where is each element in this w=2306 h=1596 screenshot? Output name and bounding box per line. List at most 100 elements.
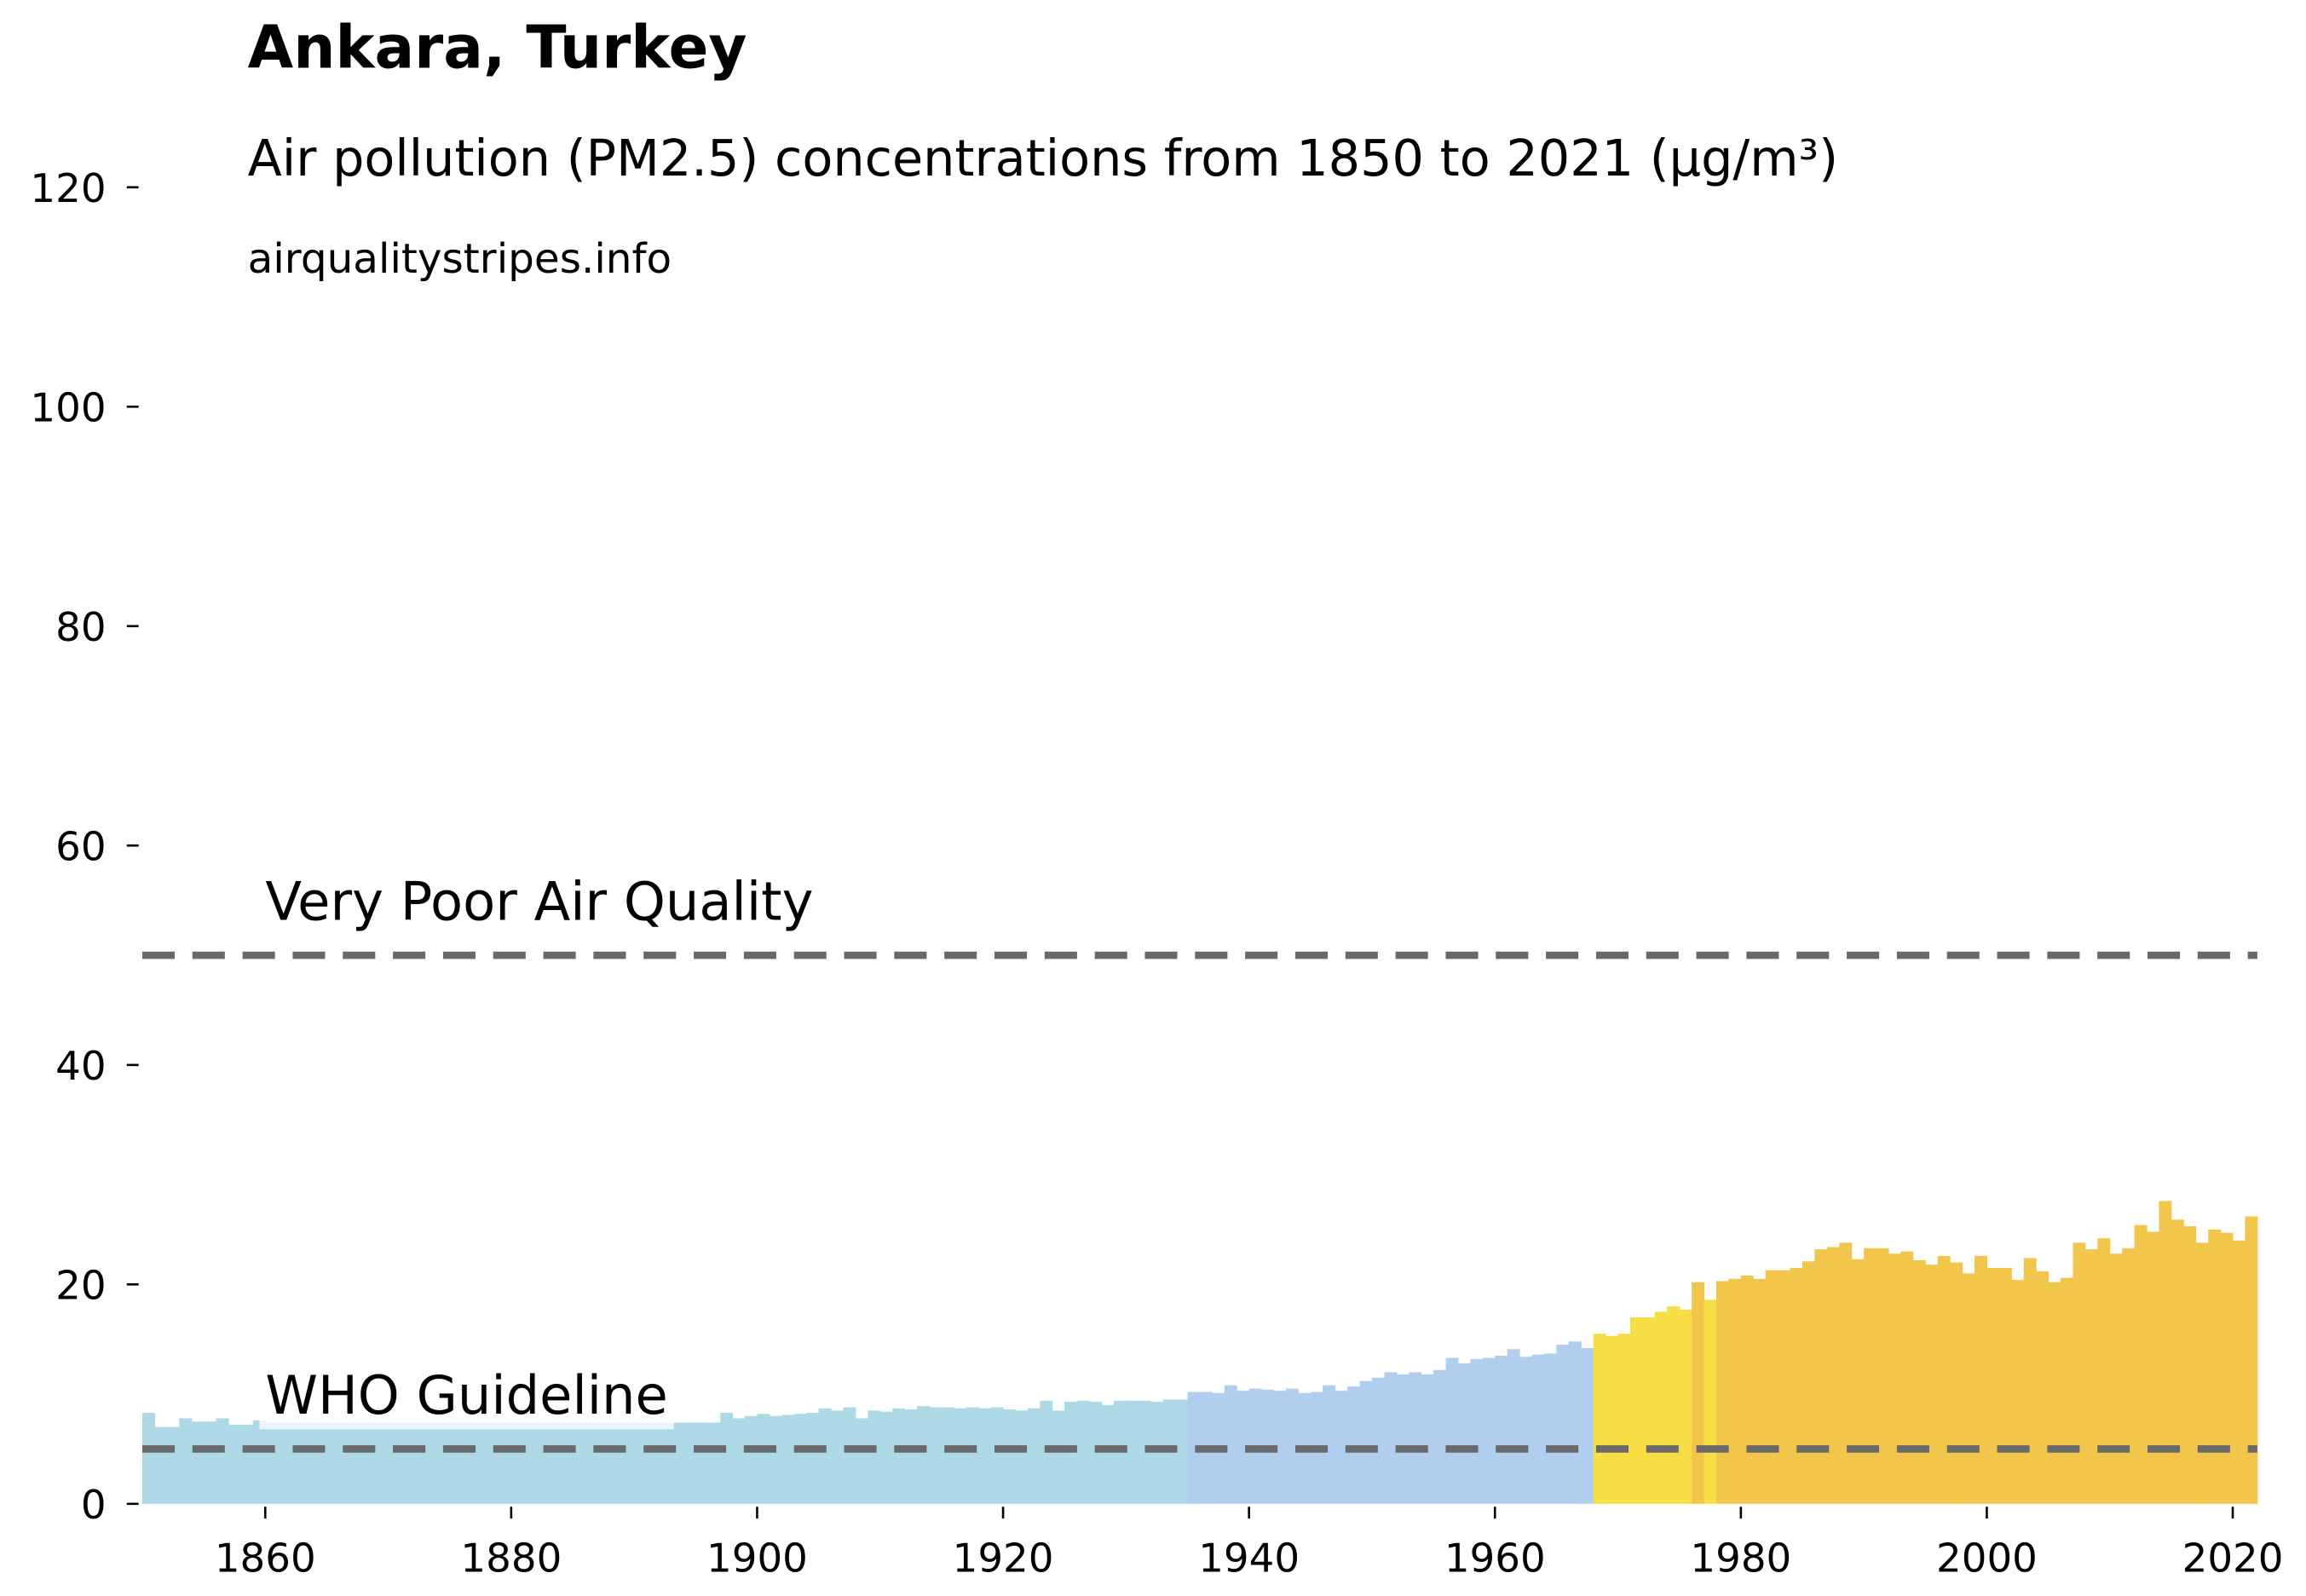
bar [1335,1391,1348,1504]
bar [2011,1280,2025,1504]
bar [1175,1399,1189,1504]
bar [621,1422,635,1504]
bar [781,1415,795,1504]
bar [363,1422,377,1504]
bar [302,1422,315,1504]
bar [1433,1369,1447,1504]
bar [2084,1249,2098,1504]
bar [757,1414,770,1504]
bar [929,1407,943,1504]
bar [166,1426,180,1504]
x-tick-label: 1920 [953,1536,1054,1582]
bar [2036,1270,2049,1504]
bar [314,1422,327,1504]
bar [1323,1385,1336,1504]
bar [1986,1268,2000,1504]
bar [1998,1268,2012,1504]
bar [1617,1334,1631,1504]
bar [707,1422,721,1504]
bar [228,1425,241,1504]
bar [2122,1247,2136,1504]
bar [510,1422,524,1504]
bar [2048,1282,2061,1504]
bar [1531,1354,1545,1504]
bar [990,1407,1004,1504]
bar [1692,1282,1705,1504]
bar [1556,1345,1570,1504]
bar [462,1422,476,1504]
bar [879,1411,893,1504]
bar [388,1422,401,1504]
annotation-background [259,1361,674,1430]
bar [732,1418,746,1504]
x-tick-label: 1900 [706,1536,808,1582]
bar [1581,1347,1594,1504]
bar [290,1422,303,1504]
bar [1568,1341,1582,1504]
y-tick-label: 60 [55,825,106,871]
bar [1064,1402,1078,1504]
bar [683,1422,696,1504]
bar [978,1408,992,1504]
bar [1740,1276,1754,1504]
bar [1457,1363,1471,1504]
bar [2147,1231,2159,1504]
bar [376,1422,389,1504]
bar [2159,1201,2172,1504]
bar [1237,1391,1250,1504]
bar [1593,1334,1606,1504]
bar [585,1422,598,1504]
bar [548,1422,562,1504]
bar [1728,1278,1742,1504]
y-tick-label: 80 [55,605,106,651]
annotation: Very Poor Air Quality [265,871,813,933]
bar [609,1422,623,1504]
bar [1470,1358,1484,1504]
bar [720,1412,734,1504]
bar [1224,1385,1237,1504]
bar [1814,1249,1828,1504]
bar [400,1422,413,1504]
bar [141,1412,155,1504]
bar [449,1422,463,1504]
bar [1089,1402,1103,1504]
bar [1753,1278,1767,1504]
bar [474,1422,487,1504]
bar [1003,1409,1017,1504]
bar [1606,1335,1619,1504]
bar [1851,1259,1865,1504]
y-tick-label: 20 [55,1264,106,1310]
bar [326,1422,340,1504]
bar [1778,1270,1791,1504]
bar [695,1422,709,1504]
bar [265,1422,279,1504]
bar [2061,1277,2073,1504]
bar [1126,1400,1139,1504]
bar [1495,1356,1508,1504]
bar [2171,1219,2184,1504]
bar [954,1408,967,1504]
y-tick-label: 40 [55,1044,106,1090]
bar [1937,1255,1951,1504]
x-tick-label: 2020 [2182,1536,2284,1582]
bar [1962,1273,1975,1504]
bar [1027,1408,1041,1504]
bar [1715,1281,1729,1504]
chart-title: Ankara, Turkey [248,14,747,83]
bar [1371,1377,1385,1504]
bar [892,1408,906,1504]
bar [437,1422,451,1504]
bar [2195,1242,2209,1504]
bar [868,1410,881,1504]
bar [1409,1372,1422,1504]
bar [154,1426,168,1504]
bar [1076,1400,1090,1504]
bar [2073,1242,2086,1504]
bar [745,1415,758,1504]
bar [793,1414,807,1504]
x-tick-label: 1860 [215,1536,316,1582]
bar [573,1422,585,1504]
bar [634,1422,648,1504]
